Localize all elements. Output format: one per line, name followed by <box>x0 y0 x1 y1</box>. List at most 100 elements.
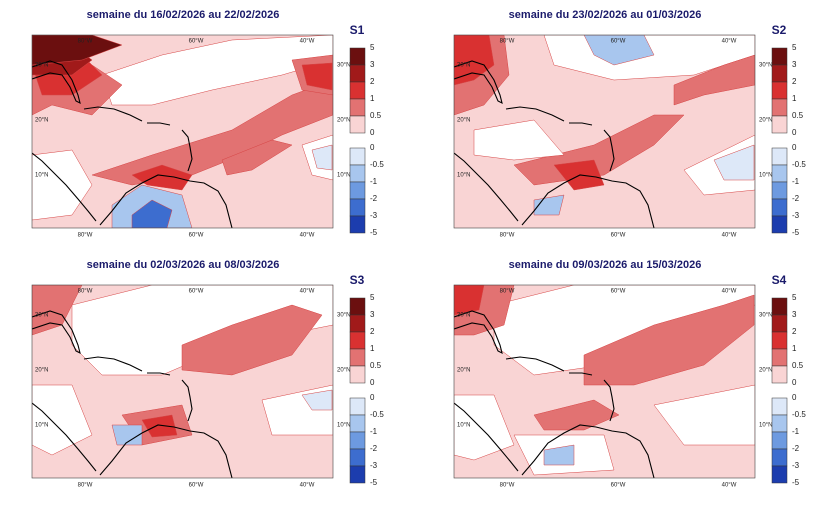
lon-label: 80°W <box>78 233 93 239</box>
colorbar-label: -3 <box>792 461 800 470</box>
lon-label: 40°W <box>300 233 315 239</box>
colorbar-label: -5 <box>370 228 378 237</box>
panel: semaine du 16/02/2026 au 22/02/2026S180°… <box>31 9 384 239</box>
colorbar-box <box>349 215 366 234</box>
colorbar-box <box>771 181 788 200</box>
colorbar-label: 5 <box>370 293 375 302</box>
colorbar-label: 5 <box>370 43 375 52</box>
colorbar-label: 5 <box>792 293 797 302</box>
colorbar-label: 0 <box>792 128 797 137</box>
colorbar-box <box>771 81 788 100</box>
lon-label: 60°W <box>611 39 626 45</box>
colorbar-label: 0 <box>792 393 797 402</box>
anomaly-area <box>473 119 565 161</box>
colorbar-box <box>349 297 366 316</box>
colorbar-label: 1 <box>792 94 797 103</box>
colorbar-label: -0.5 <box>370 410 384 419</box>
colorbar-box <box>771 297 788 316</box>
colorbar-label: 0.5 <box>370 111 382 120</box>
lon-label: 40°W <box>722 289 737 295</box>
lon-label: 60°W <box>189 483 204 489</box>
lon-label: 60°W <box>189 233 204 239</box>
lat-label: 20°N <box>35 368 48 374</box>
colorbar-label: 1 <box>792 344 797 353</box>
map-frame <box>453 34 756 229</box>
map: 80°W 80°W 60°W 60°W 40°W 40°W 30°N 30°N 20°N 20°N… <box>453 284 772 489</box>
lat-label: 30°N <box>337 63 350 69</box>
colorbar-box <box>349 365 366 384</box>
colorbar-box <box>349 314 366 333</box>
colorbar-box <box>349 397 366 416</box>
lon-label: 80°W <box>500 483 515 489</box>
lon-label: 80°W <box>78 289 93 295</box>
anomaly-area <box>533 194 565 216</box>
colorbar-label: 0 <box>370 393 375 402</box>
colorbar-box <box>771 448 788 467</box>
anomaly-area <box>131 164 193 191</box>
colorbar-box <box>349 431 366 450</box>
anomaly-area <box>454 35 495 86</box>
colorbar-box <box>771 465 788 484</box>
lat-label: 30°N <box>35 313 48 319</box>
colorbar-box <box>771 365 788 384</box>
colorbar-label: 0 <box>792 143 797 152</box>
colorbar-label: -1 <box>370 177 378 186</box>
colorbar-box <box>349 414 366 433</box>
lat-label: 30°N <box>759 313 772 319</box>
colorbar-box <box>349 98 366 117</box>
anomaly-area <box>543 444 575 466</box>
lon-label: 60°W <box>189 289 204 295</box>
colorbar-label: -0.5 <box>792 410 806 419</box>
colorbar-box <box>349 81 366 100</box>
colorbar-label: -0.5 <box>370 160 384 169</box>
lat-label: 20°N <box>759 368 772 374</box>
coastline <box>505 106 565 122</box>
colorbar-box <box>771 147 788 166</box>
coastline <box>505 356 565 372</box>
coastline <box>521 174 655 228</box>
colorbar-box <box>771 47 788 66</box>
coastline <box>603 129 615 172</box>
colorbar-box <box>771 164 788 183</box>
lon-label: 80°W <box>78 483 93 489</box>
anomaly-area <box>131 199 173 228</box>
coastline <box>99 424 233 478</box>
lon-label: 80°W <box>78 39 93 45</box>
map: 80°W 80°W 60°W 60°W 40°W 40°W 30°N 30°N 20°N 20°N… <box>31 284 350 489</box>
anomaly-area <box>454 285 485 316</box>
coastline <box>603 379 615 422</box>
lon-label: 60°W <box>611 233 626 239</box>
colorbar-label: -2 <box>370 194 378 203</box>
anomaly-area <box>583 35 655 66</box>
panel: semaine du 23/02/2026 au 01/03/2026S280°… <box>453 9 806 239</box>
lat-label: 10°N <box>337 173 350 179</box>
colorbar-label: 3 <box>792 310 797 319</box>
colorbar-label: 3 <box>370 60 375 69</box>
colorbar-label: -1 <box>792 177 800 186</box>
colorbar-box <box>349 331 366 350</box>
colorbar-label: 3 <box>370 310 375 319</box>
lat-label: 20°N <box>337 118 350 124</box>
colorbar-label: 2 <box>370 77 375 86</box>
anomaly-area <box>653 384 755 446</box>
panel: semaine du 02/03/2026 au 08/03/2026S380°… <box>31 259 384 489</box>
coastline <box>32 152 97 222</box>
colorbar-label: 0 <box>792 378 797 387</box>
lon-label: 40°W <box>300 289 315 295</box>
anomaly-area <box>311 144 333 171</box>
coastline <box>569 122 593 126</box>
lat-label: 30°N <box>457 313 470 319</box>
anomaly-area <box>32 149 93 221</box>
colorbar-box <box>771 314 788 333</box>
lon-label: 40°W <box>722 39 737 45</box>
anomaly-area <box>301 62 333 91</box>
map: 80°W 80°W 60°W 60°W 40°W 40°W 30°N 30°N 20°N 20°N… <box>453 34 772 239</box>
colorbar-label: -1 <box>370 427 378 436</box>
colorbar-box <box>349 448 366 467</box>
colorbar-label: -2 <box>370 444 378 453</box>
panel-label: S1 <box>350 23 365 37</box>
colorbar-label: 3 <box>792 60 797 69</box>
lat-label: 10°N <box>337 423 350 429</box>
panel-title: semaine du 23/02/2026 au 01/03/2026 <box>509 9 702 21</box>
anomaly-area <box>221 139 293 176</box>
